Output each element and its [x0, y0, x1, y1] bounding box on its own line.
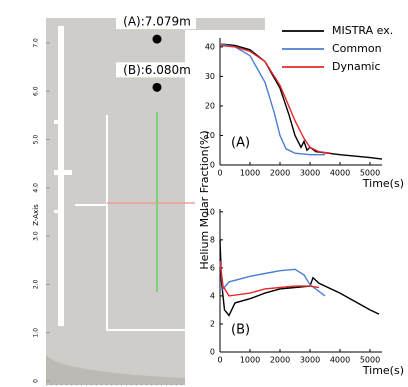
wall-notch	[54, 210, 64, 213]
y-axis-label: Helium Molar Fraction(%)	[198, 130, 211, 269]
probe-label: (A):7.079m	[123, 15, 191, 29]
x-tick-label: 0	[217, 356, 222, 365]
probe-point	[153, 83, 162, 92]
x-axis-label: Time(s)	[362, 177, 404, 190]
y-tick-label: 10	[205, 207, 215, 216]
x-tick-label: 2000	[270, 356, 290, 365]
y-tick-label: 10	[205, 131, 215, 140]
panel-annotation: (B)	[231, 323, 250, 338]
wall-notch	[54, 170, 72, 175]
z-tick-label: 2.0	[33, 279, 40, 289]
y-tick-label: 4	[210, 291, 215, 300]
figure: Z-Axis Helium Molar Fraction(%) 7.0 6.0 5.…	[0, 0, 408, 387]
x-tick-label: 1000	[240, 169, 260, 178]
x-axis-label: Time(s)	[362, 364, 404, 377]
y-tick-label: 40	[205, 42, 215, 51]
z-tick-label: 5.0	[33, 135, 40, 145]
z-tick-label: 4.0	[33, 183, 40, 193]
x-tick-label: 3000	[300, 356, 320, 365]
x-tick-label: 0	[217, 169, 222, 178]
legend-label: Common	[332, 42, 382, 55]
x-tick-label: 3000	[300, 169, 320, 178]
y-tick-label: 0	[210, 348, 215, 357]
z-tick-label: 0	[33, 379, 40, 383]
chart-panel	[195, 30, 408, 387]
y-tick-label: 6	[210, 263, 215, 272]
legend-label: MISTRA ex.	[332, 24, 393, 37]
probe-point	[153, 35, 162, 44]
y-tick-label: 2	[210, 319, 215, 328]
x-tick-label: 2000	[270, 169, 290, 178]
y-tick-label: 0	[210, 161, 215, 170]
legend-label: Dynamic	[332, 60, 381, 73]
wall-notch	[54, 120, 64, 124]
z-tick-label: 7.0	[33, 38, 40, 48]
y-tick-label: 8	[210, 235, 215, 244]
panel-annotation: (A)	[231, 136, 250, 151]
probe-label: (B):6.080m	[123, 63, 191, 77]
x-tick-label: 4000	[330, 356, 350, 365]
x-tick-label: 1000	[240, 356, 260, 365]
y-tick-label: 30	[205, 72, 215, 81]
x-tick-label: 4000	[330, 169, 350, 178]
z-tick-label: 3.0	[33, 231, 40, 241]
z-tick-label: 1.0	[33, 328, 40, 338]
z-tick-label: 6.0	[33, 86, 40, 96]
wall-strip	[58, 26, 64, 326]
y-tick-label: 20	[205, 101, 215, 110]
axis-label: Z-Axis	[32, 204, 40, 226]
